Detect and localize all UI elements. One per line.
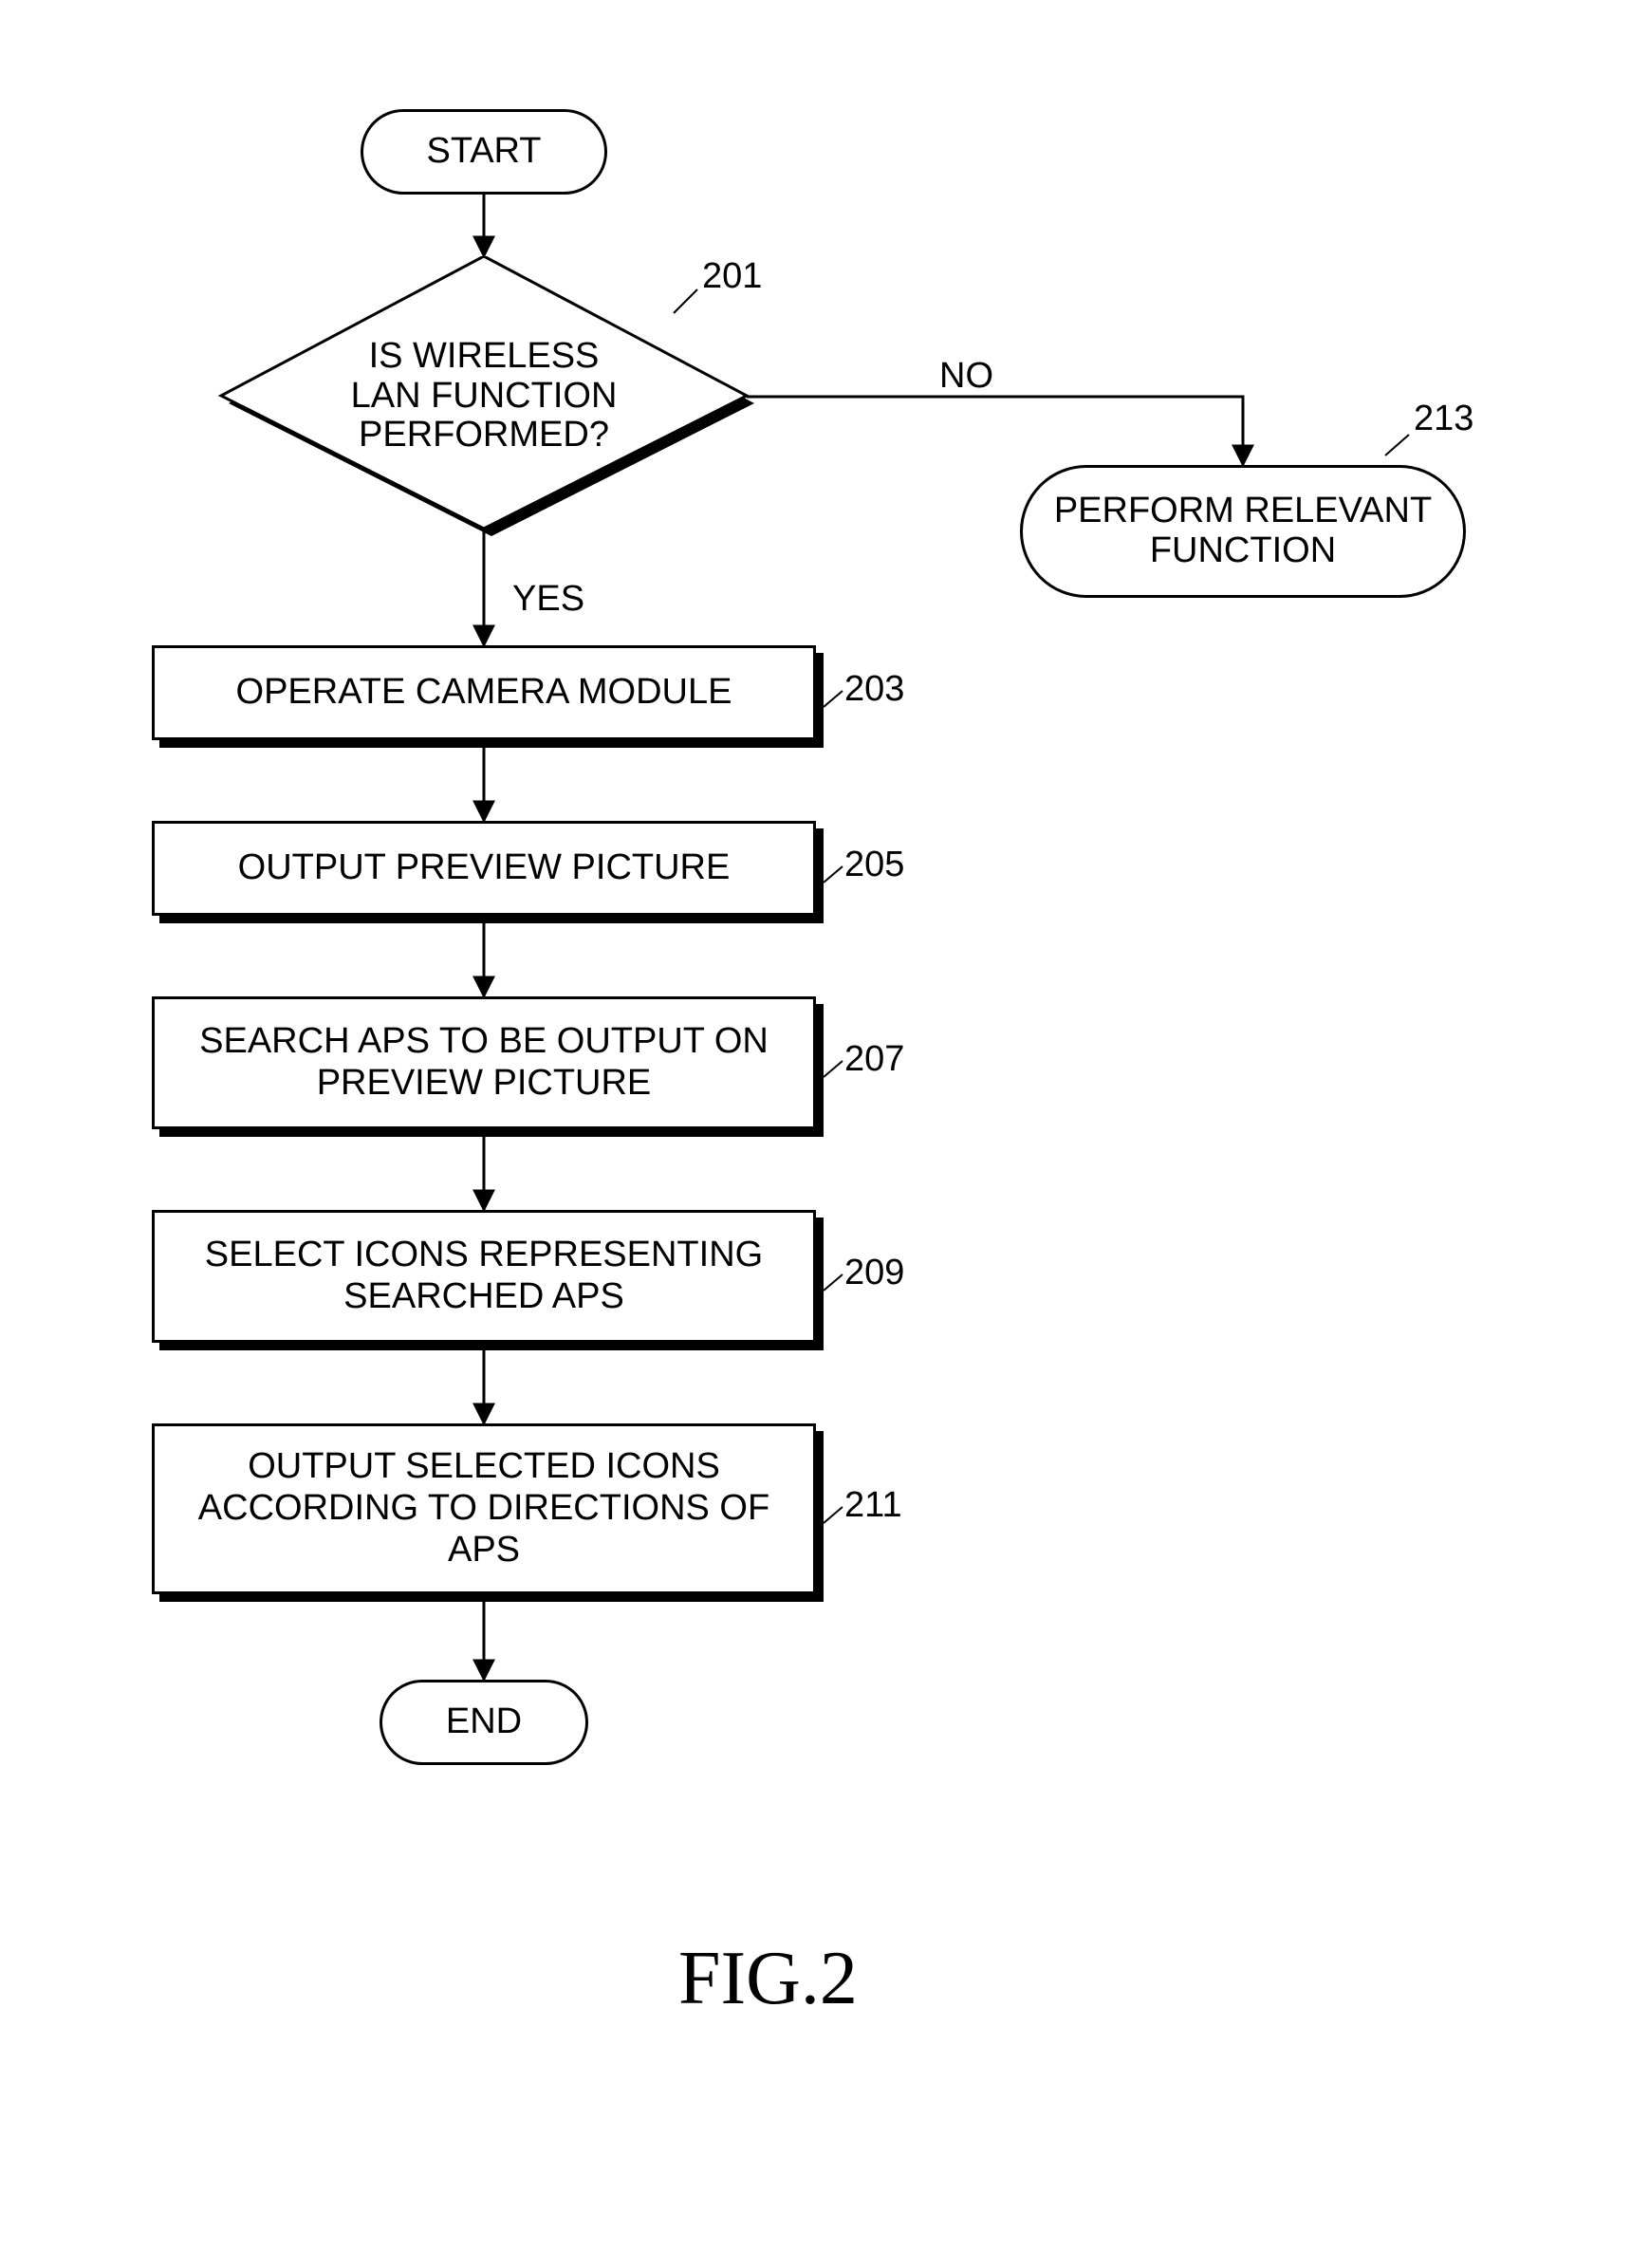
alt-label: PERFORM RELEVANT FUNCTION bbox=[1054, 492, 1432, 571]
figure-title: FIG.2 bbox=[678, 1936, 858, 2022]
process-209: SELECT ICONS REPRESENTING SEARCHED APS bbox=[152, 1210, 816, 1343]
process-211-label: OUTPUT SELECTED ICONS ACCORDING TO DIREC… bbox=[198, 1446, 769, 1571]
terminator-end: END bbox=[380, 1680, 588, 1765]
process-207-label: SEARCH APS TO BE OUTPUT ON PREVIEW PICTU… bbox=[199, 1021, 769, 1104]
start-label: START bbox=[426, 132, 541, 172]
process-207: SEARCH APS TO BE OUTPUT ON PREVIEW PICTU… bbox=[152, 996, 816, 1129]
ref-207: 207 bbox=[844, 1039, 904, 1080]
ref-205: 205 bbox=[844, 845, 904, 885]
ref-211: 211 bbox=[844, 1485, 902, 1526]
ref-209: 209 bbox=[844, 1253, 904, 1293]
label-yes: YES bbox=[512, 579, 584, 620]
process-203-label: OPERATE CAMERA MODULE bbox=[236, 672, 732, 714]
ref-213: 213 bbox=[1414, 399, 1473, 439]
terminator-alt: PERFORM RELEVANT FUNCTION bbox=[1020, 465, 1466, 598]
process-211: OUTPUT SELECTED ICONS ACCORDING TO DIREC… bbox=[152, 1423, 816, 1594]
process-205-label: OUTPUT PREVIEW PICTURE bbox=[238, 847, 731, 889]
process-209-label: SELECT ICONS REPRESENTING SEARCHED APS bbox=[205, 1235, 763, 1317]
label-no: NO bbox=[939, 356, 993, 397]
ref-203: 203 bbox=[844, 669, 904, 710]
end-label: END bbox=[446, 1702, 522, 1742]
process-203: OPERATE CAMERA MODULE bbox=[152, 645, 816, 740]
decision-text: IS WIRELESS LAN FUNCTION PERFORMED? bbox=[213, 256, 754, 536]
ref-201: 201 bbox=[702, 256, 762, 297]
terminator-start: START bbox=[361, 109, 607, 195]
process-205: OUTPUT PREVIEW PICTURE bbox=[152, 821, 816, 916]
decision-node: IS WIRELESS LAN FUNCTION PERFORMED? bbox=[213, 256, 754, 536]
